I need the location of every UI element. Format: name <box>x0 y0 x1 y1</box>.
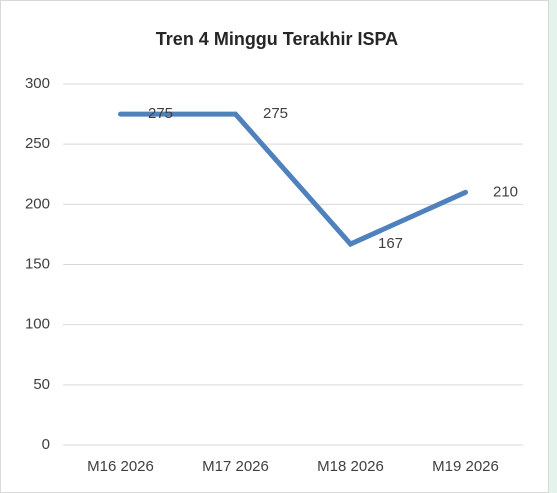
data-label: 210 <box>493 183 518 200</box>
y-tick-label: 300 <box>25 75 50 92</box>
y-tick-label: 250 <box>25 135 50 152</box>
line <box>118 111 468 248</box>
y-tick-label: 50 <box>33 376 50 393</box>
x-tick-label: M18 2026 <box>317 458 384 475</box>
x-tick-label: M19 2026 <box>432 458 499 475</box>
y-tick-label: 100 <box>25 316 50 333</box>
y-tick-label: 0 <box>42 436 50 453</box>
data-label: 275 <box>263 105 288 122</box>
data-label: 275 <box>148 105 173 122</box>
y-tick-label: 150 <box>25 255 50 272</box>
x-tick-label: M17 2026 <box>202 458 269 475</box>
chart-title: Tren 4 Minggu Terakhir ISPA <box>156 29 398 49</box>
x-tick-label: M16 2026 <box>87 458 154 475</box>
side-strip <box>549 0 557 493</box>
y-tick-label: 200 <box>25 195 50 212</box>
data-label: 167 <box>378 235 403 252</box>
